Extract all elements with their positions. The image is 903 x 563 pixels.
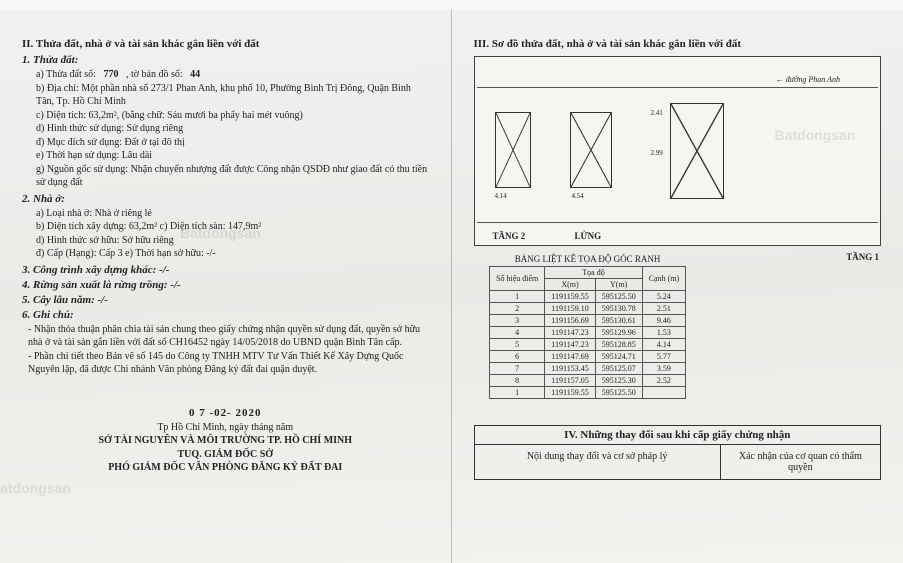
dim1: 4.14 <box>495 192 507 200</box>
s3: 3. Công trình xây dựng khác: -/- <box>22 264 429 276</box>
footer-l4: PHÓ GIÁM ĐỐC VĂN PHÒNG ĐĂNG KÝ ĐẤT ĐAI <box>22 461 429 475</box>
coord-table-box: BẢNG LIỆT KÊ TỌA ĐỘ GÓC RANH Số hiệu điể… <box>474 250 702 399</box>
table-row: 21191159.10595130.782.51 <box>490 303 686 315</box>
s2-d: d) Hình thức sở hữu: Sở hữu riêng <box>36 234 429 248</box>
th-x2: X(m) <box>545 279 595 291</box>
section-iv: IV. Những thay đổi sau khi cấp giấy chứn… <box>474 425 882 480</box>
stamp-date: 0 7 -02- 2020 <box>22 407 429 419</box>
th-c: Cạnh (m) <box>642 267 685 291</box>
section-iv-title: IV. Những thay đổi sau khi cấp giấy chứn… <box>475 426 881 445</box>
section-iv-row: Nội dung thay đổi và cơ sở pháp lý Xác n… <box>475 445 881 479</box>
s1-dd: đ) Mục đích sử dụng: Đất ở tại đô thị <box>36 136 429 150</box>
s1-g: g) Nguồn gốc sử dụng: Nhận chuyển nhượng… <box>36 163 429 190</box>
s1-a: a) Thửa đất số: 770 , tờ bản đồ số: 44 <box>36 68 429 82</box>
s6-l2: - Phần chi tiết theo Bản vẽ số 145 do Cô… <box>28 350 429 377</box>
left-page: II. Thửa đất, nhà ở và tài sản khác gắn … <box>0 10 452 563</box>
heading-iii: III. Sơ đồ thửa đất, nhà ở và tài sản kh… <box>474 38 882 50</box>
watermark: Batdongsan <box>775 127 856 143</box>
th-y: Y(m) <box>595 279 642 291</box>
s4: 4. Rừng sản xuất là rừng trồng: -/- <box>22 279 429 291</box>
s2-a: a) Loại nhà ở: Nhà ở riêng lẻ <box>36 207 429 221</box>
lot-tang2 <box>495 112 531 188</box>
heading-ii: II. Thửa đất, nhà ở và tài sản khác gắn … <box>22 38 429 50</box>
s6-l1: - Nhận thỏa thuận phân chia tài sản chun… <box>28 323 429 350</box>
label-tang2: TẦNG 2 <box>493 231 526 241</box>
s1-d: d) Hình thức sử dụng: Sử dụng riêng <box>36 122 429 136</box>
label-lung: LỬNG <box>575 231 602 241</box>
table-row: 71191153.45595125.073.59 <box>490 363 686 375</box>
s6-title: 6. Ghi chú: <box>22 309 429 321</box>
s2-b: b) Diện tích xây dựng: 63,2m² c) Diện tí… <box>36 220 429 234</box>
table-row: 11191159.55595125.50 <box>490 387 686 399</box>
footer-l3: TUQ. GIÁM ĐỐC SỞ <box>22 448 429 462</box>
table-row: 31191156.69595130.619.46 <box>490 315 686 327</box>
s1-title: 1. Thửa đất: <box>22 54 429 66</box>
coord-row: BẢNG LIỆT KÊ TỌA ĐỘ GÓC RANH Số hiệu điể… <box>474 250 882 399</box>
dim2: 4.54 <box>572 192 584 200</box>
footer-l1: Tp Hồ Chí Minh, ngày tháng năm <box>22 421 429 435</box>
coord-title: BẢNG LIỆT KÊ TỌA ĐỘ GÓC RANH <box>474 254 702 264</box>
coord-table: Số hiệu điểm Tọa độ Cạnh (m) X(m) Y(m) 1… <box>489 266 686 399</box>
s2-dd: đ) Cấp (Hạng): Cấp 3 e) Thời hạn sở hữu:… <box>36 247 429 261</box>
th-idx: Số hiệu điểm <box>490 267 545 291</box>
label-tang1: TẦNG 1 <box>720 252 879 262</box>
section-iv-c1: Nội dung thay đổi và cơ sở pháp lý <box>475 445 721 479</box>
watermark: Batdongsan <box>0 480 71 496</box>
site-plan: ← đường Phan Anh 4.14 4.54 2.41 2.99 TẦN… <box>474 56 882 246</box>
table-row: 61191147.69595124.715.77 <box>490 351 686 363</box>
lot-lung <box>570 112 612 188</box>
s1-e: e) Thời hạn sử dụng: Lâu dài <box>36 149 429 163</box>
table-row: 51191147.23595128.854.14 <box>490 339 686 351</box>
dim3: 2.41 <box>651 109 663 117</box>
th-x: Tọa độ <box>545 267 642 279</box>
s5: 5. Cây lâu năm: -/- <box>22 294 429 306</box>
road-label: ← đường Phan Anh <box>776 75 840 84</box>
base-line <box>477 222 879 223</box>
s1-b: b) Địa chỉ: Một phần nhà số 273/1 Phan A… <box>36 82 429 109</box>
table-row: 11191159.55595125.505.24 <box>490 291 686 303</box>
table-row: 41191147.23595129.961.53 <box>490 327 686 339</box>
road-line <box>477 87 879 88</box>
footer: Tp Hồ Chí Minh, ngày tháng năm SỞ TÀI NG… <box>22 421 429 475</box>
dim4: 2.99 <box>651 149 663 157</box>
right-page: III. Sơ đồ thửa đất, nhà ở và tài sản kh… <box>452 10 903 563</box>
table-row: 81191157.05595125.302.52 <box>490 375 686 387</box>
section-iv-c2: Xác nhận của cơ quan có thẩm quyền <box>721 445 880 479</box>
s1-c: c) Diện tích: 63,2m², (bằng chữ: Sáu mươ… <box>36 109 429 123</box>
document-page: II. Thửa đất, nhà ở và tài sản khác gắn … <box>0 10 903 563</box>
footer-l2: SỞ TÀI NGUYÊN VÀ MÔI TRƯỜNG TP. HỒ CHÍ M… <box>22 434 429 448</box>
lot-tang1 <box>670 103 724 199</box>
s2-title: 2. Nhà ở: <box>22 193 429 205</box>
